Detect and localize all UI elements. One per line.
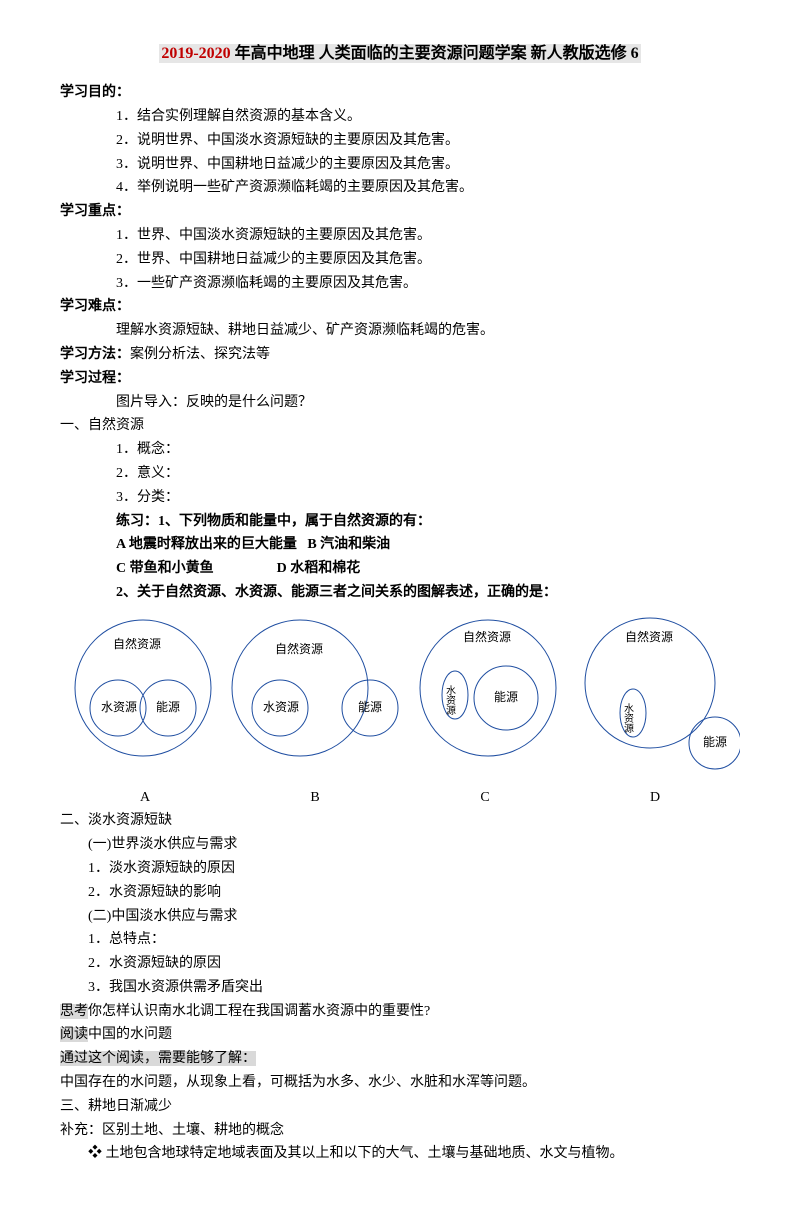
opt-d: D 水稻和棉花	[277, 561, 361, 576]
sec2-i3: 2．水资源短缺的影响	[60, 881, 740, 905]
diagram-c: 自然资源 水资源 能源	[405, 613, 570, 772]
sec1-head: 一、自然资源	[60, 414, 740, 438]
diff-text: 理解水资源短缺、耕地日益减少、矿产资源濒临耗竭的危害。	[60, 319, 740, 343]
sec1-1: 1．概念：	[60, 438, 740, 462]
svg-text:水资源: 水资源	[263, 700, 299, 714]
svg-text:自然资源: 自然资源	[625, 629, 673, 644]
svg-text:水资源: 水资源	[101, 700, 137, 714]
opt-a: A 地震时释放出来的巨大能量	[116, 537, 297, 552]
sec3-bullet: 土地包含地球特定地域表面及其以上和以下的大气、土壤与基础地质、水文与植物。	[60, 1142, 740, 1166]
sec3-sub: 补充：区别土地、土壤、耕地的概念	[60, 1119, 740, 1143]
cap-d: D	[570, 786, 740, 810]
venn-d-svg: 自然资源 水资源 能源	[570, 613, 740, 773]
opt-b: B 汽油和柴油	[307, 537, 390, 552]
read-body: 中国存在的水问题，从现象上看，可概括为水多、水少、水脏和水浑等问题。	[60, 1071, 740, 1095]
title-year: 2019-2020	[159, 44, 232, 63]
read-label: 阅读	[60, 1027, 88, 1042]
exercise-1-line1: A 地震时释放出来的巨大能量 B 汽油和柴油	[60, 533, 740, 557]
svg-text:自然资源: 自然资源	[275, 641, 323, 656]
venn-a-svg: 自然资源 水资源 能源	[63, 613, 223, 763]
opt-c: C 带鱼和小黄鱼	[116, 561, 214, 576]
diagram-d: 自然资源 水资源 能源	[570, 613, 740, 782]
svg-text:水资源: 水资源	[443, 685, 455, 716]
cap-c: C	[400, 786, 570, 810]
goal-3: 3．说明世界、中国耕地日益减少的主要原因及其危害。	[60, 153, 740, 177]
exercise-2-head: 2、关于自然资源、水资源、能源三者之间关系的图解表述，正确的是：	[60, 581, 740, 605]
sec2-i2: 1．淡水资源短缺的原因	[60, 857, 740, 881]
svg-text:能源: 能源	[494, 690, 518, 704]
svg-text:能源: 能源	[358, 700, 382, 714]
goal-head: 学习目的：	[60, 81, 740, 105]
sec3-head: 三、耕地日渐减少	[60, 1095, 740, 1119]
venn-c-svg: 自然资源 水资源 能源	[408, 613, 568, 763]
diff-head: 学习难点：	[60, 295, 740, 319]
svg-text:自然资源: 自然资源	[113, 636, 161, 651]
sec2-head: 二、淡水资源短缺	[60, 809, 740, 833]
title-rest: 年高中地理 人类面临的主要资源问题学案 新人教版选修 6	[233, 44, 641, 63]
focus-head: 学习重点：	[60, 200, 740, 224]
venn-diagram-row: 自然资源 水资源 能源 自然资源 水资源 能源 自然资源 水资源 能源	[60, 613, 740, 782]
read-line: 阅读中国的水问题	[60, 1023, 740, 1047]
diagram-b: 自然资源 水资源 能源	[225, 613, 405, 772]
sec1-2: 2．意义：	[60, 462, 740, 486]
exercise-1-head: 练习：1、下列物质和能量中，属于自然资源的有：	[60, 510, 740, 534]
sec2-i4: (二)中国淡水供应与需求	[60, 905, 740, 929]
focus-2: 2．世界、中国耕地日益减少的主要原因及其危害。	[60, 248, 740, 272]
process-intro: 图片导入：反映的是什么问题？	[60, 391, 740, 415]
method-text: 案例分析法、探究法等	[130, 347, 270, 362]
read-through-text: 通过这个阅读，需要能够了解：	[60, 1051, 256, 1066]
diagram-a: 自然资源 水资源 能源	[60, 613, 225, 772]
svg-text:水资源: 水资源	[622, 703, 634, 734]
method-line: 学习方法：案例分析法、探究法等	[60, 343, 740, 367]
diagram-caption-row: A B C D	[60, 786, 740, 810]
page-title: 2019-2020年高中地理 人类面临的主要资源问题学案 新人教版选修 6	[60, 40, 740, 67]
focus-1: 1．世界、中国淡水资源短缺的主要原因及其危害。	[60, 224, 740, 248]
sec2-i6: 2．水资源短缺的原因	[60, 952, 740, 976]
goal-1: 1．结合实例理解自然资源的基本含义。	[60, 105, 740, 129]
goal-2: 2．说明世界、中国淡水资源短缺的主要原因及其危害。	[60, 129, 740, 153]
svg-text:自然资源: 自然资源	[463, 629, 511, 644]
read-through: 通过这个阅读，需要能够了解：	[60, 1047, 740, 1071]
sec2-i5: 1．总特点：	[60, 928, 740, 952]
venn-b-svg: 自然资源 水资源 能源	[225, 613, 405, 763]
goal-4: 4．举例说明一些矿产资源濒临耗竭的主要原因及其危害。	[60, 176, 740, 200]
exercise-1-line2: C 带鱼和小黄鱼 D 水稻和棉花	[60, 557, 740, 581]
cap-a: A	[60, 786, 230, 810]
svg-text:能源: 能源	[156, 700, 180, 714]
svg-text:能源: 能源	[703, 735, 727, 749]
sec2-i7: 3．我国水资源供需矛盾突出	[60, 976, 740, 1000]
sec2-i1: (一)世界淡水供应与需求	[60, 833, 740, 857]
process-head: 学习过程：	[60, 367, 740, 391]
think-text: 你怎样认识南水北调工程在我国调蓄水资源中的重要性?	[88, 1004, 430, 1019]
read-text: 中国的水问题	[88, 1027, 172, 1042]
method-head: 学习方法：	[60, 347, 130, 362]
cap-b: B	[230, 786, 400, 810]
sec1-3: 3．分类：	[60, 486, 740, 510]
focus-3: 3．一些矿产资源濒临耗竭的主要原因及其危害。	[60, 272, 740, 296]
think-line: 思考你怎样认识南水北调工程在我国调蓄水资源中的重要性?	[60, 1000, 740, 1024]
think-label: 思考	[60, 1004, 88, 1019]
